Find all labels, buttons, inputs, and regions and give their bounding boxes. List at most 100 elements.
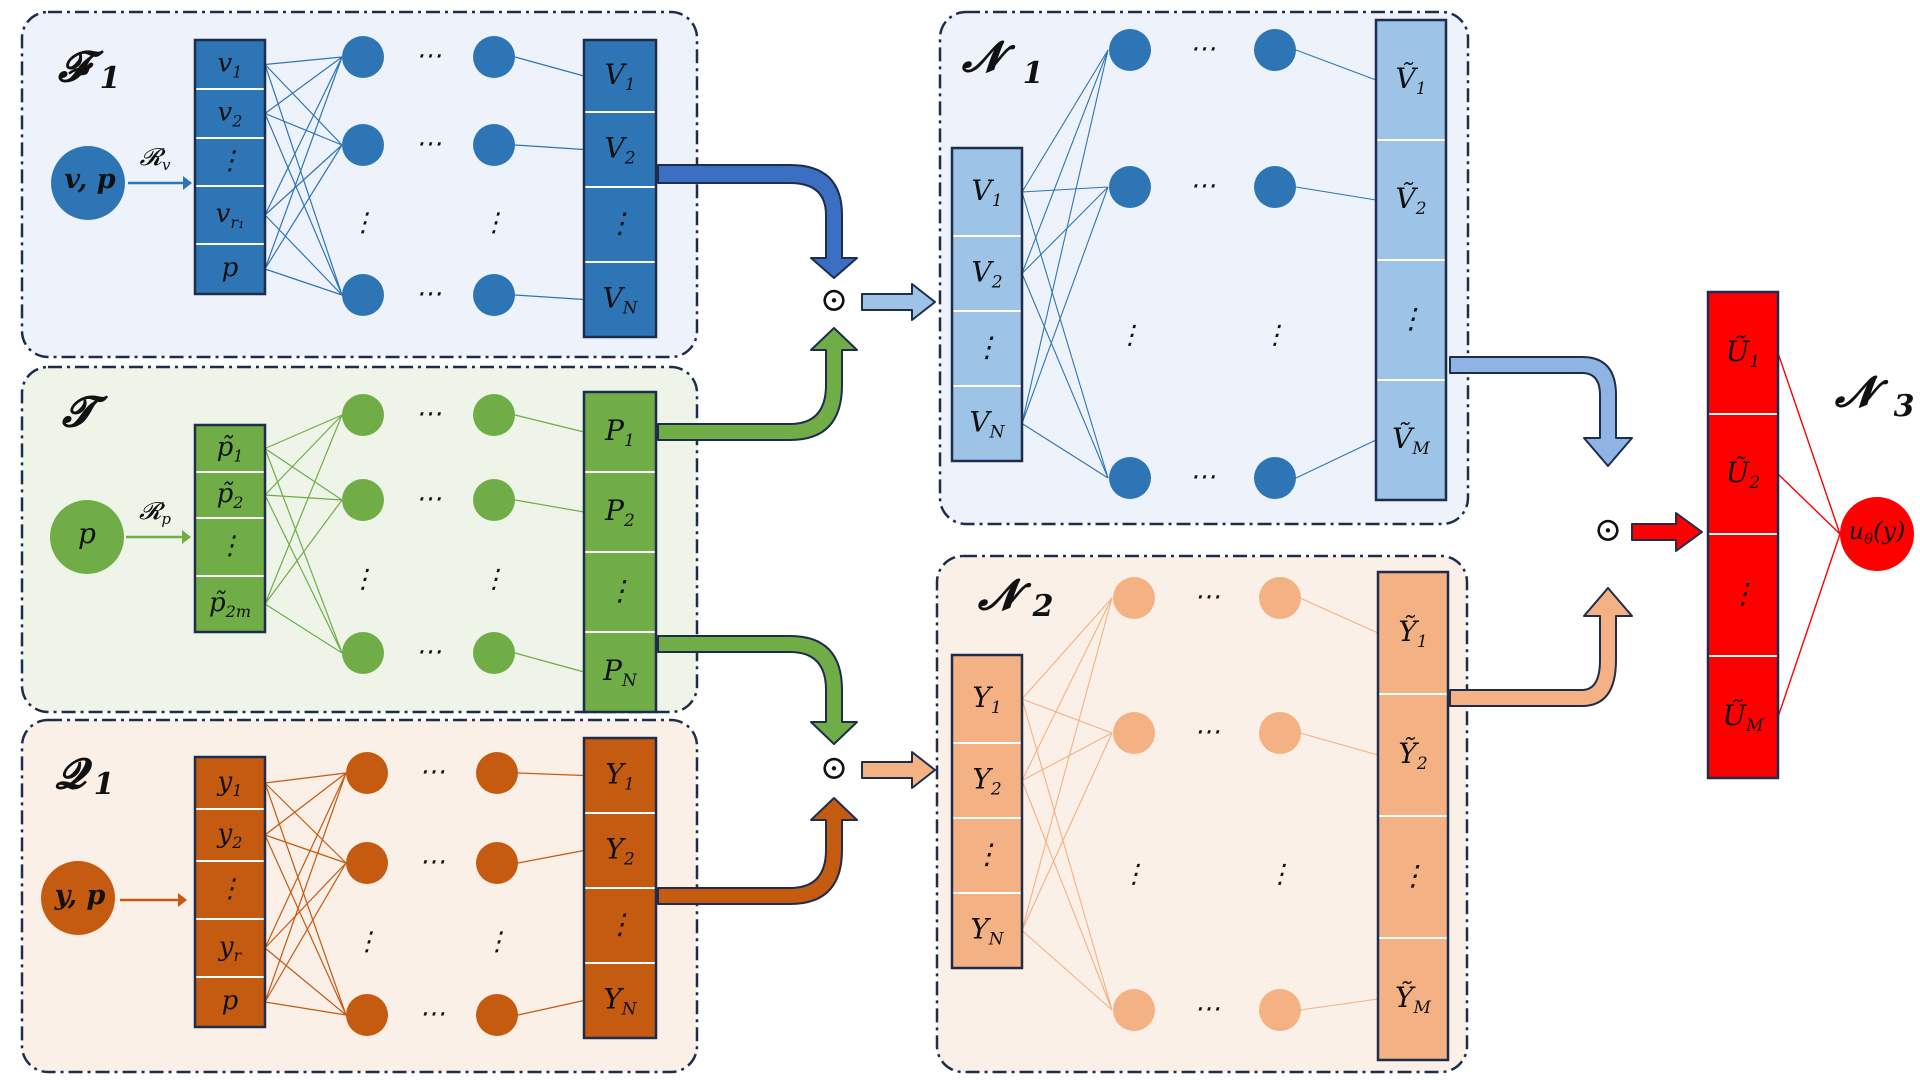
n2-hidden-vdots: ⋮	[1267, 860, 1293, 890]
q1-input-stack-cell-label: y1	[217, 767, 243, 800]
output-connection	[514, 652, 585, 673]
f1-output-stack-cell-label: ⋮	[606, 206, 634, 239]
connection-line	[264, 144, 343, 216]
output-connection	[517, 772, 585, 777]
connection-line	[264, 112, 343, 146]
output-connection	[1299, 597, 1379, 634]
connection-line	[1021, 186, 1109, 193]
n1-output-stack-cell-label: Ṽ2	[1395, 182, 1426, 219]
n2-input-stack	[950, 653, 1024, 970]
f1-hidden-neuron	[342, 124, 384, 166]
q1-hidden-neuron	[346, 994, 388, 1036]
connection-line	[264, 64, 343, 146]
f1-hidden-neuron	[473, 274, 515, 316]
connection-line	[264, 494, 343, 501]
n2-hidden-neuron	[1259, 577, 1301, 619]
n1-input-stack-cell-label: ⋮	[973, 330, 1001, 363]
t-input-stack-cell-label: ⋮	[217, 531, 243, 561]
map-arrowhead	[183, 176, 192, 190]
q1-hidden-hdots: ⋯	[419, 757, 445, 787]
f1-hidden-hdots: ⋯	[416, 41, 442, 71]
connection-line	[264, 1001, 347, 1016]
output-node-u	[1840, 497, 1914, 571]
n1-output-stack-cell-label: Ṽ1	[1395, 62, 1426, 99]
boxes-layer	[193, 18, 1780, 1062]
q1-hidden-vdots: ⋮	[484, 927, 510, 957]
f1-hidden-neuron	[342, 274, 384, 316]
q1-input-stack	[193, 755, 267, 1029]
connection-line	[264, 448, 343, 654]
n1-input-stack-cell-label: VN	[969, 405, 1005, 442]
n1-hidden-neuron	[1254, 29, 1296, 71]
t-hidden-neuron	[342, 394, 384, 436]
output-connection	[1295, 49, 1377, 81]
panel-f1	[20, 10, 699, 359]
connection-line	[264, 947, 347, 1016]
t-input-stack	[193, 423, 267, 634]
q1-hidden-vdots: ⋮	[354, 927, 380, 957]
n1-hidden-hdots: ⋯	[1190, 34, 1216, 64]
t-input-stack-cell-label: p̃1	[217, 433, 244, 466]
connection-line	[264, 834, 347, 864]
n2-output-stack-cell-label: Ỹ1	[1398, 615, 1427, 652]
n2-input-stack-cell-label: YN	[970, 912, 1004, 949]
connection-line	[264, 414, 343, 605]
f1-hidden-neuron	[473, 124, 515, 166]
t-output-stack-cell-label: P1	[604, 414, 635, 451]
n2-hidden-neuron	[1113, 577, 1155, 619]
connection-line	[1021, 186, 1109, 274]
n2-hidden-hdots: ⋯	[1194, 994, 1220, 1024]
connection-line	[264, 499, 343, 605]
n2-output-stack-cell-label: ⋮	[1399, 859, 1427, 892]
t-input-stack-cell-label: p̃2m	[209, 588, 251, 621]
connection-line	[264, 144, 343, 270]
f1-hidden-vdots: ⋮	[350, 208, 376, 238]
n3-input-stack	[1706, 290, 1780, 780]
output-connection	[514, 56, 585, 77]
q1-hidden-neuron	[476, 752, 518, 794]
panel-title-f1-sub: 1	[100, 61, 121, 96]
t-hidden-vdots: ⋮	[481, 565, 507, 595]
arrow-op-to-n1	[861, 283, 936, 321]
connection-line	[1021, 732, 1113, 781]
t-input-stack-cell	[194, 575, 266, 633]
output-connection	[517, 849, 585, 864]
t-hidden-neuron	[473, 479, 515, 521]
n2-input-stack-cell	[951, 654, 1023, 744]
connection-line	[264, 834, 347, 1016]
n3-input-stack-cell-label: Ũ1	[1726, 335, 1760, 372]
arrow-n2-to-op	[1449, 587, 1633, 707]
output-connection	[514, 499, 585, 513]
n3-input-stack-cell-label: Ũ2	[1726, 456, 1760, 493]
n2-output-stack-cell	[1377, 937, 1449, 1061]
connection-line	[264, 782, 347, 1016]
connection-line	[264, 772, 347, 1003]
q1-output-stack-cell-label: Y2	[605, 832, 634, 869]
source-node-vp	[51, 146, 125, 220]
output-connection	[1299, 998, 1379, 1011]
connection-line	[1021, 49, 1109, 274]
n1-input-stack-cell-label: V1	[971, 174, 1002, 211]
q1-hidden-hdots: ⋯	[419, 847, 445, 877]
n2-input-stack-cell-label: Y2	[972, 762, 1001, 799]
t-hidden-hdots: ⋯	[416, 637, 442, 667]
f1-output-stack-cell	[583, 186, 657, 263]
output-connection	[1299, 732, 1379, 756]
f1-input-stack-cell	[194, 39, 266, 90]
map-arrowhead	[178, 893, 187, 907]
n2-output-stack	[1376, 570, 1450, 1062]
output-connection	[514, 294, 585, 301]
n2-hidden-vdots: ⋮	[1121, 860, 1147, 890]
n1-hidden-neuron	[1254, 166, 1296, 208]
n1-hidden-vdots: ⋮	[1117, 321, 1143, 351]
source-node-p	[50, 500, 124, 574]
t-output-stack-cell-label: PN	[602, 654, 638, 691]
n1-hidden-hdots: ⋯	[1190, 462, 1216, 492]
connection-line	[264, 414, 343, 450]
n1-hidden-neuron	[1109, 457, 1151, 499]
f1-input-stack	[193, 38, 267, 296]
n1-hidden-hdots: ⋯	[1190, 171, 1216, 201]
n1-hidden-neuron	[1254, 457, 1296, 499]
q1-output-stack-cell-label: YN	[603, 982, 637, 1019]
